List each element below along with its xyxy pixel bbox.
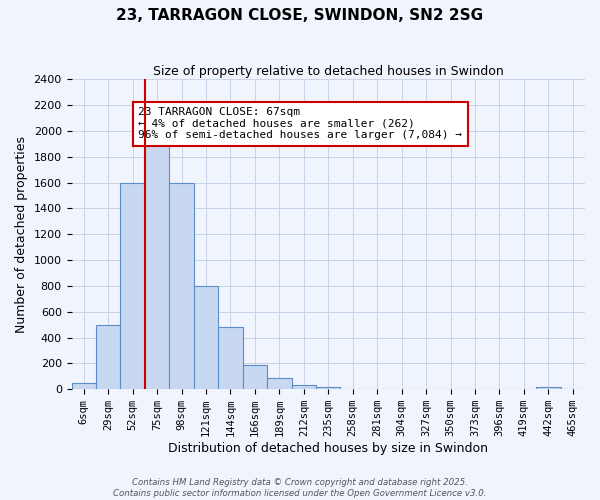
Bar — [242, 366, 267, 389]
Bar — [316, 388, 340, 389]
Bar — [536, 388, 560, 389]
Bar — [145, 138, 169, 389]
Text: 23, TARRAGON CLOSE, SWINDON, SN2 2SG: 23, TARRAGON CLOSE, SWINDON, SN2 2SG — [116, 8, 484, 22]
Text: Contains HM Land Registry data © Crown copyright and database right 2025.
Contai: Contains HM Land Registry data © Crown c… — [113, 478, 487, 498]
Bar — [218, 327, 242, 389]
Bar — [194, 286, 218, 389]
Bar — [169, 182, 194, 389]
Text: 23 TARRAGON CLOSE: 67sqm
← 4% of detached houses are smaller (262)
96% of semi-d: 23 TARRAGON CLOSE: 67sqm ← 4% of detache… — [138, 107, 462, 140]
Bar — [71, 383, 96, 389]
X-axis label: Distribution of detached houses by size in Swindon: Distribution of detached houses by size … — [168, 442, 488, 455]
Bar — [267, 378, 292, 389]
Y-axis label: Number of detached properties: Number of detached properties — [15, 136, 28, 332]
Bar — [340, 388, 365, 389]
Bar — [292, 384, 316, 389]
Bar — [96, 324, 121, 389]
Bar — [121, 182, 145, 389]
Title: Size of property relative to detached houses in Swindon: Size of property relative to detached ho… — [153, 65, 503, 78]
